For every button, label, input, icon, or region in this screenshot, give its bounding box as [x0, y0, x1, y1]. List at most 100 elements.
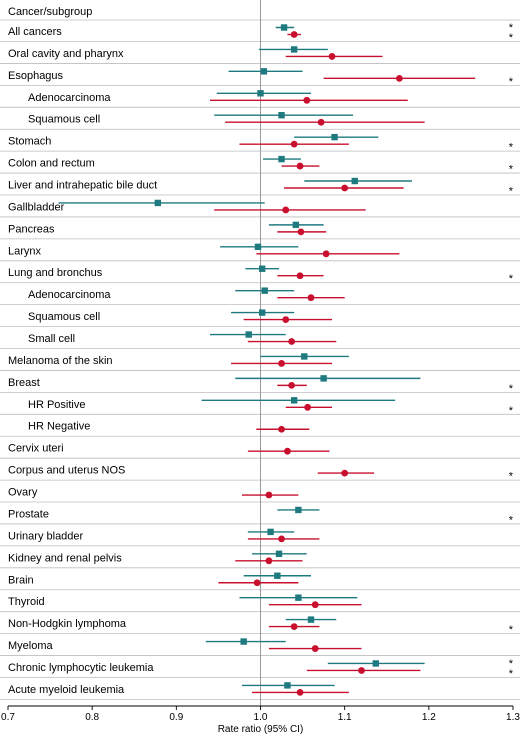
row-label: Liver and intrahepatic bile duct — [8, 180, 157, 192]
row-label: Ovary — [8, 487, 38, 499]
point-estimate-b — [282, 316, 290, 323]
point-estimate-a — [290, 46, 298, 53]
row-label: Adenocarcinoma — [28, 289, 111, 301]
point-estimate-a — [154, 199, 162, 207]
row-label: Gallbladder — [8, 201, 65, 213]
row-label: Thyroid — [8, 596, 45, 608]
point-estimate-a — [258, 265, 266, 272]
point-estimate-b — [311, 645, 319, 652]
point-estimate-a — [301, 353, 308, 360]
row-label: Small cell — [28, 333, 75, 345]
row-label: Prostate — [8, 508, 49, 520]
point-estimate-a — [275, 550, 283, 558]
point-estimate-b — [278, 535, 285, 543]
row-label: Pancreas — [8, 223, 55, 235]
point-estimate-a — [351, 177, 358, 185]
x-axis: 0.7 0.8 0.9 1.0 1.1 1.2 1.3 — [1, 705, 520, 723]
significance-star: * — [509, 164, 514, 176]
point-estimate-b — [328, 53, 336, 60]
significance-star: * — [509, 405, 514, 417]
series-layer — [58, 24, 476, 696]
x-tick-label: 0.9 — [169, 712, 183, 723]
point-estimate-a — [284, 682, 291, 689]
point-estimate-b — [290, 31, 298, 38]
significance-star: * — [509, 514, 514, 526]
row-label: Colon and rectum — [8, 158, 95, 170]
point-estimate-b — [307, 294, 315, 302]
point-estimate-b — [278, 425, 285, 433]
row-label: Esophagus — [8, 70, 64, 82]
row-label: Breast — [8, 377, 40, 389]
row-label: All cancers — [8, 26, 62, 38]
x-tick-label: 1.1 — [338, 712, 352, 723]
row-label: Chronic lymphocytic leukemia — [8, 662, 154, 674]
significance-star: * — [509, 22, 514, 34]
point-estimate-b — [311, 601, 319, 609]
point-estimate-b — [341, 469, 349, 477]
point-estimate-b — [296, 272, 304, 280]
row-label: Squamous cell — [28, 311, 100, 323]
row-label: Corpus and uterus NOS — [8, 465, 125, 477]
x-tick-label: 0.7 — [1, 712, 15, 723]
point-estimate-b — [341, 184, 349, 192]
row-label: Larynx — [8, 245, 42, 257]
point-estimate-a — [257, 90, 264, 97]
point-estimate-b — [358, 667, 365, 674]
significance-star: * — [509, 32, 514, 44]
x-tick-label: 1.0 — [254, 712, 268, 723]
point-estimate-a — [240, 638, 247, 645]
x-axis-title: Rate ratio (95% CI) — [218, 724, 304, 735]
significance-star: * — [509, 668, 514, 680]
row-label: Squamous cell — [28, 114, 100, 126]
point-estimate-a — [258, 309, 266, 316]
significance-star: * — [509, 76, 514, 88]
row-label: Urinary bladder — [8, 530, 84, 542]
row-label: HR Negative — [28, 421, 90, 433]
point-estimate-a — [290, 397, 298, 404]
point-estimate-b — [303, 96, 311, 104]
point-estimate-b — [282, 206, 290, 214]
significance-star: * — [509, 383, 514, 395]
x-tick-label: 1.3 — [506, 712, 520, 723]
row-label: Non-Hodgkin lymphoma — [8, 618, 127, 630]
point-estimate-a — [295, 506, 302, 514]
point-estimate-b — [290, 623, 298, 631]
point-estimate-a — [372, 660, 380, 667]
point-estimate-a — [280, 24, 288, 31]
row-label: Brain — [8, 574, 34, 586]
x-tick-label: 1.2 — [422, 712, 436, 723]
point-estimate-a — [278, 155, 285, 163]
point-estimate-a — [274, 572, 281, 579]
point-estimate-a — [295, 594, 302, 601]
point-estimate-b — [253, 579, 261, 587]
point-estimate-a — [260, 68, 268, 75]
row-label: Acute myeloid leukemia — [8, 684, 125, 696]
star-layer: ************** — [509, 22, 514, 680]
point-estimate-b — [395, 74, 403, 82]
point-estimate-b — [304, 403, 312, 411]
row-label: Oral cavity and pharynx — [8, 48, 124, 60]
point-estimate-b — [284, 447, 291, 455]
point-estimate-b — [265, 557, 273, 565]
row-label: Lung and bronchus — [8, 267, 103, 279]
point-estimate-b — [265, 491, 273, 499]
point-estimate-b — [296, 162, 304, 170]
point-estimate-b — [278, 360, 285, 367]
point-estimate-a — [267, 528, 274, 536]
point-estimate-b — [288, 338, 296, 345]
row-label: Myeloma — [8, 640, 54, 652]
point-estimate-a — [261, 287, 268, 294]
point-estimate-a — [320, 375, 327, 382]
row-label: Cervix uteri — [8, 443, 64, 455]
point-estimate-a — [278, 112, 285, 119]
point-estimate-b — [288, 381, 296, 389]
point-estimate-b — [290, 140, 298, 148]
point-estimate-a — [331, 133, 338, 141]
significance-star: * — [509, 624, 514, 636]
row-label: Kidney and renal pelvis — [8, 552, 122, 564]
significance-star: * — [509, 142, 514, 154]
point-estimate-b — [296, 689, 304, 696]
row-label: Stomach — [8, 136, 51, 148]
point-estimate-a — [307, 616, 315, 623]
